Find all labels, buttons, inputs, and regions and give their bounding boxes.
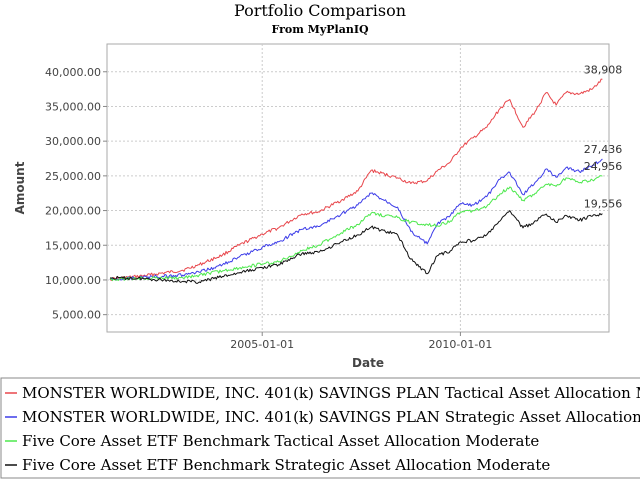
y-tick-label: 20,000.00 [45,205,101,218]
y-tick-label: 15,000.00 [45,239,101,252]
series-end-label: 27,436 [584,143,623,156]
y-tick-label: 40,000.00 [45,66,101,79]
end-labels: 38,908 27,436 24,956 19,556 [584,63,623,210]
chart-title: Portfolio Comparison [234,1,406,20]
chart-subtitle: From MyPlanIQ [271,23,369,36]
y-tick-label: 35,000.00 [45,100,101,113]
x-tick-label: 2005-01-01 [230,338,294,351]
series-line [109,158,603,281]
y-tick-label: 5,000.00 [52,309,101,322]
series-line [109,175,603,282]
axis-ticks: 5,000.00 10,000.00 15,000.00 20,000.00 25,00… [45,66,492,351]
series-end-label: 19,556 [584,198,623,211]
legend-label: Five Core Asset ETF Benchmark Tactical A… [22,432,539,450]
y-tick-label: 25,000.00 [45,170,101,183]
x-tick-label: 2010-01-01 [428,338,492,351]
x-axis-label: Date [352,356,384,370]
y-axis-label: Amount [13,161,27,214]
gridlines [107,44,609,332]
legend-label: MONSTER WORLDWIDE, INC. 401(k) SAVINGS P… [22,408,640,426]
legend-label: Five Core Asset ETF Benchmark Strategic … [22,456,550,474]
legend-label: MONSTER WORLDWIDE, INC. 401(k) SAVINGS P… [22,384,640,402]
series-line [109,210,603,284]
y-tick-label: 30,000.00 [45,135,101,148]
series-end-label: 24,956 [584,160,623,173]
y-tick-label: 10,000.00 [45,274,101,287]
series-end-label: 38,908 [584,63,623,76]
series-lines [109,78,603,284]
plot-area [106,43,610,333]
legend: MONSTER WORLDWIDE, INC. 401(k) SAVINGS P… [5,384,640,474]
series-line [109,78,603,281]
legend-box [0,377,640,479]
